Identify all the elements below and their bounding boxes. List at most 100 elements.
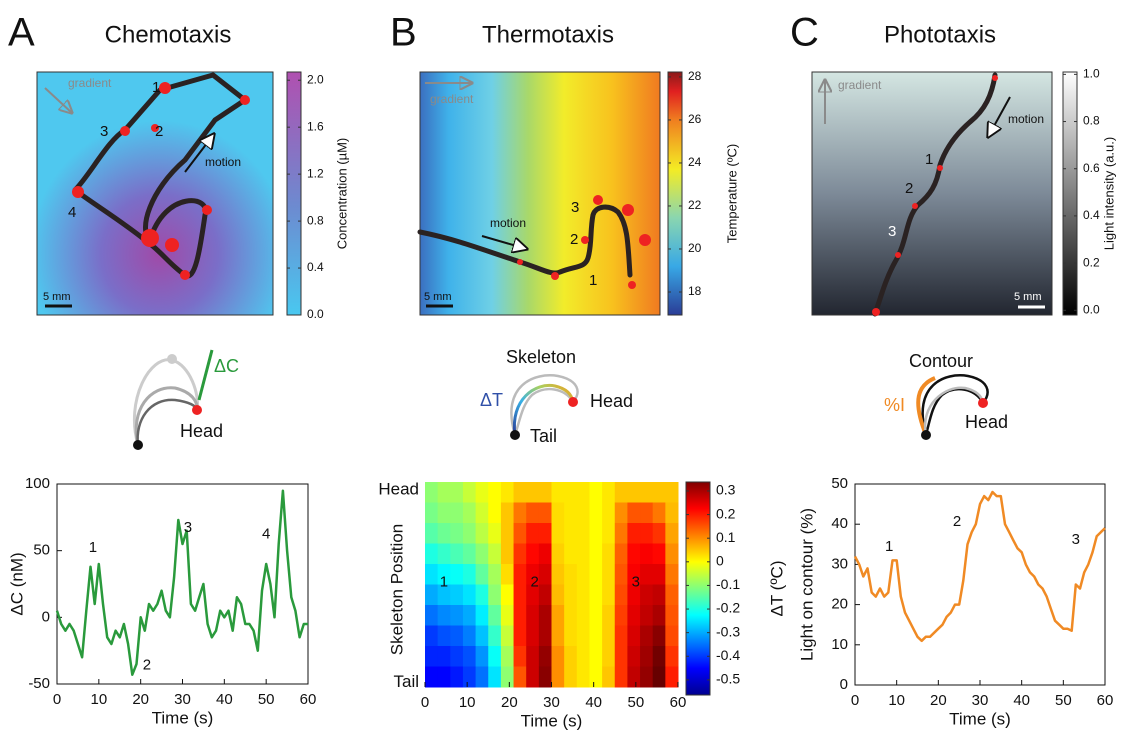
heatmap-cell: [652, 543, 666, 565]
colorbar-tick-label: 0.8: [307, 213, 324, 227]
colorbar-tick-label: 1.6: [307, 119, 324, 133]
heatmap-cell: [627, 523, 641, 544]
heatmap-cell: [450, 482, 464, 503]
annotation: 2: [953, 513, 961, 530]
heatmap-cell: [526, 564, 540, 585]
y-tick-label: 0: [42, 608, 50, 625]
head-positions: [517, 195, 651, 289]
heatmap-cell: [538, 584, 552, 606]
colorbar: [286, 71, 302, 316]
heatmap-cell: [500, 564, 515, 585]
x-tick-label: 60: [670, 694, 687, 711]
colorbar-tick-label: 26: [688, 112, 702, 126]
heatmap-cell: [513, 482, 527, 503]
panel-title: Thermotaxis: [482, 21, 614, 48]
plot-frame: [854, 483, 1106, 686]
heatmap-cell: [475, 625, 489, 647]
heatmap-cell: [425, 625, 439, 647]
heatmap-cell: [475, 564, 489, 585]
heatmap-cell: [614, 564, 628, 585]
x-tick-label: 30: [972, 692, 989, 709]
heatmap-cell: [652, 666, 666, 688]
motion-arrow: [184, 134, 214, 173]
heatmap-cell: [488, 543, 502, 565]
heatmap-cell: [526, 482, 540, 503]
heatmap-cell: [614, 584, 628, 606]
colorbar-label: Light intensity (a.u.): [1101, 137, 1116, 250]
heatmap-cell: [500, 646, 515, 667]
heatmap-cell: [627, 502, 641, 524]
annotation: 1: [89, 539, 97, 556]
heatmap-cell: [538, 605, 552, 626]
y-tick-label: -50: [28, 675, 50, 692]
heatmap-cell: [513, 625, 527, 647]
gradient-label: gradient: [838, 78, 882, 92]
gradient-arrow: [44, 87, 72, 113]
heatmap-cell: [513, 584, 527, 606]
y-tick-label: 40: [831, 515, 848, 532]
x-tick-label: 40: [1013, 692, 1030, 709]
heatmap-cell: [513, 646, 527, 667]
heatmap-cell: [526, 584, 540, 606]
heatmap-cell: [627, 584, 641, 606]
heatmap-cell: [450, 605, 464, 626]
heatmap-cell: [652, 584, 666, 606]
heatmap-cell: [538, 625, 552, 647]
heatmap-cell: [589, 605, 603, 626]
heatmap-cell: [614, 543, 628, 565]
heatmap-cell: [589, 646, 603, 667]
heatmap-cell: [652, 482, 666, 503]
x-tick-label: 50: [1055, 692, 1072, 709]
heatmap-cell: [652, 502, 666, 524]
heatmap-cell: [652, 564, 666, 585]
heatmap-cell: [488, 564, 502, 585]
heatmap-cell: [614, 482, 628, 503]
colorbar: [685, 481, 711, 696]
heatmap-cell: [564, 502, 578, 524]
colorbar-tick-label: 22: [688, 198, 702, 212]
heatmap-cell: [500, 482, 515, 503]
heatmap-cell: [564, 543, 578, 565]
annotation: 3: [184, 519, 192, 536]
x-tick-label: 60: [1097, 692, 1114, 709]
heatmap-cell: [602, 523, 616, 544]
heatmap-cell: [576, 584, 590, 606]
heatmap-cell: [589, 666, 603, 688]
heatmap-cell: [450, 523, 464, 544]
schematic-label: ΔC: [214, 356, 239, 376]
heatmap-cell: [576, 666, 590, 688]
colorbar-tick-label: 0.4: [1083, 208, 1100, 222]
x-axis-label: Time (s): [521, 711, 583, 730]
heatmap-cell: [500, 625, 515, 647]
map-background: [419, 71, 661, 316]
map-c: gradient motion 5 mm 1 2 3: [811, 71, 1053, 317]
heatmap-cell: [627, 564, 641, 585]
trajectory: [417, 204, 633, 278]
heatmap-cell: [500, 666, 515, 688]
heatmap-cell: [500, 605, 515, 626]
x-tick-label: 20: [501, 694, 518, 711]
heatmap-cell: [462, 482, 477, 503]
heatmap-cell: [589, 625, 603, 647]
heatmap-cell: [640, 625, 654, 647]
schematic-c: Contour %I Head: [884, 351, 1008, 440]
heatmap-cell: [526, 523, 540, 544]
heatmap-cell: [513, 523, 527, 544]
heatmap-cell: [425, 666, 439, 688]
heatmap-cell: [475, 482, 489, 503]
heatmap-cell: [551, 502, 565, 524]
heatmap-cell: [665, 523, 679, 544]
heatmap-cell: [614, 605, 628, 626]
heatmap-cell: [475, 502, 489, 524]
trajectory: [872, 72, 998, 317]
annotation: 2: [530, 573, 538, 590]
map-a: gradient motion 5 mm 1 2 3 4: [36, 71, 274, 316]
heatmap-cell: [551, 625, 565, 647]
heatmap-cell: [425, 564, 439, 585]
colorbar-tick-label: 2.0: [307, 72, 324, 86]
heatmap-cell: [640, 646, 654, 667]
y-tick-label: 50: [831, 475, 848, 492]
motion-arrow: [988, 96, 1011, 137]
heatmap-cell: [437, 523, 451, 544]
heatmap-cell: [437, 666, 451, 688]
